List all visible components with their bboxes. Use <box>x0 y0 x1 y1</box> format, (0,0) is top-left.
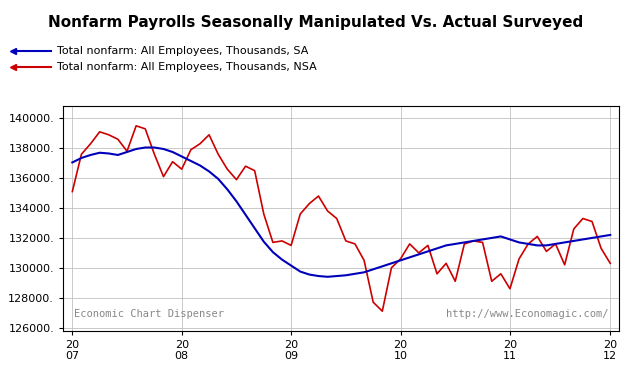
Text: Nonfarm Payrolls Seasonally Manipulated Vs. Actual Surveyed: Nonfarm Payrolls Seasonally Manipulated … <box>49 15 583 30</box>
Text: Total nonfarm: All Employees, Thousands, SA: Total nonfarm: All Employees, Thousands,… <box>57 46 308 56</box>
Text: Total nonfarm: All Employees, Thousands, NSA: Total nonfarm: All Employees, Thousands,… <box>57 62 317 71</box>
Text: http://www.Economagic.com/: http://www.Economagic.com/ <box>446 309 608 319</box>
Text: Economic Chart Dispenser: Economic Chart Dispenser <box>75 309 224 319</box>
